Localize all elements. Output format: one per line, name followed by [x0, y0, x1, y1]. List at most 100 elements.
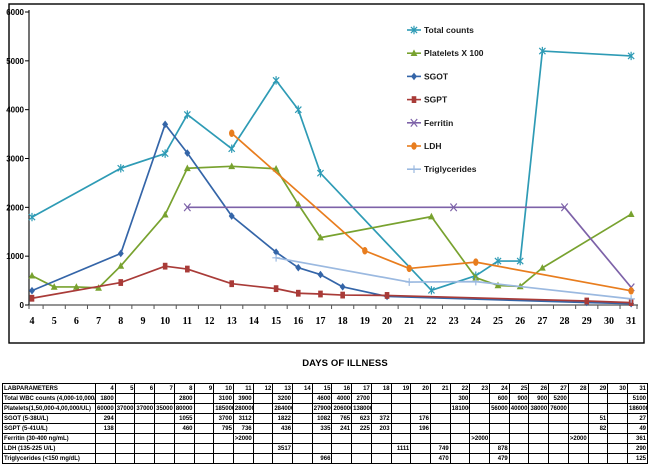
cell-value: 300	[449, 393, 471, 404]
cell-value	[548, 423, 569, 434]
cell-value	[429, 403, 451, 414]
marker-square	[340, 291, 345, 299]
marker-square	[318, 290, 323, 298]
marker-diamond	[29, 286, 35, 295]
cell-value: 795	[213, 423, 234, 434]
table-header-day: 31	[626, 383, 649, 394]
y-tick-label: 4000	[6, 106, 24, 115]
table-header-day: 6	[134, 383, 156, 394]
cell-value	[548, 453, 569, 464]
cell-value	[607, 453, 628, 464]
table-header-day: 28	[567, 383, 589, 394]
cell-value	[528, 413, 550, 424]
cell-value	[449, 413, 471, 424]
cell-value	[489, 423, 510, 434]
marker-star	[28, 212, 36, 222]
cell-value	[252, 433, 274, 444]
cell-value: 35000	[154, 403, 175, 414]
cell-value	[173, 453, 195, 464]
cell-value	[213, 453, 234, 464]
x-tick-label: 29	[582, 316, 592, 327]
y-tick-label: 1000	[6, 252, 24, 261]
marker-plus	[272, 254, 280, 262]
table-header-day: 9	[193, 383, 215, 394]
cell-value	[252, 443, 274, 454]
marker-plus	[627, 295, 635, 303]
marker-square	[118, 279, 124, 286]
cell-value	[390, 433, 412, 444]
cell-value: 436	[272, 423, 294, 434]
cell-value	[469, 403, 491, 414]
legend-label: Platelets X 100	[424, 48, 484, 58]
cell-value	[429, 423, 451, 434]
cell-value	[213, 443, 234, 454]
cell-value	[607, 433, 628, 444]
marker-triangle	[472, 273, 480, 281]
cell-value	[292, 443, 313, 454]
x-tick-label: 23	[449, 316, 459, 327]
x-tick-label: 22	[426, 316, 436, 327]
marker-star	[516, 256, 524, 266]
cell-value: >2000	[232, 433, 254, 444]
marker-star	[294, 105, 302, 114]
cell-value: 3200	[272, 393, 294, 404]
cell-value	[607, 443, 628, 454]
cell-value	[508, 443, 530, 454]
x-tick-label: 21	[404, 316, 414, 327]
marker-triangle	[50, 283, 58, 290]
cell-value: 225	[351, 423, 372, 434]
cell-value	[292, 413, 313, 424]
marker-circle	[362, 247, 368, 255]
cell-value	[548, 433, 569, 444]
marker-triangle	[494, 281, 502, 289]
cell-value	[548, 443, 569, 454]
marker-triangle	[317, 233, 324, 241]
cell-value	[449, 453, 471, 464]
cell-value	[567, 413, 589, 424]
cell-value	[469, 423, 491, 434]
cell-value: 38000	[528, 403, 550, 414]
cell-value	[134, 413, 156, 424]
x-tick-label: 13	[227, 316, 237, 327]
cell-value	[370, 393, 392, 404]
marker-star	[272, 76, 280, 85]
cell-value	[429, 433, 451, 444]
marker-star	[627, 51, 635, 61]
cell-value	[508, 423, 530, 434]
cell-value: 82	[587, 423, 609, 434]
cell-value	[213, 433, 234, 444]
marker-diamond	[339, 283, 346, 291]
cell-value: 203	[370, 423, 392, 434]
marker-circle	[411, 142, 417, 150]
cell-value	[134, 433, 156, 444]
marker-plus	[472, 277, 480, 286]
cell-value: 1082	[311, 413, 333, 424]
cell-value: 294	[95, 413, 116, 424]
cell-value	[292, 393, 313, 404]
table-header-day: 18	[370, 383, 392, 394]
cell-value: 80000	[173, 403, 195, 414]
cell-value	[410, 403, 431, 414]
cell-value	[134, 393, 156, 404]
cell-value	[311, 443, 333, 454]
cell-value	[528, 423, 550, 434]
cell-value: 1800	[95, 393, 116, 404]
cell-value: 460	[173, 423, 195, 434]
cell-value	[489, 413, 510, 424]
row-label: SGOT (5-38U/L)	[2, 413, 96, 424]
cell-value	[154, 413, 175, 424]
table-row: LABPARAMETERS 4 5 6 7 8 9 10 11 12 13 14 15 16 17 18 19 2…	[2, 383, 649, 394]
cell-value	[567, 453, 589, 464]
cell-value	[193, 403, 215, 414]
cell-value: 185000	[213, 403, 234, 414]
cell-value	[154, 453, 175, 464]
cell-value	[508, 453, 530, 464]
cell-value	[272, 453, 294, 464]
cell-value: 37000	[114, 403, 136, 414]
table-header-day: 12	[252, 383, 274, 394]
cell-value	[232, 453, 254, 464]
cell-value	[390, 393, 412, 404]
cell-value: 335	[311, 423, 333, 434]
marker-square	[162, 262, 168, 270]
marker-square	[584, 297, 590, 305]
